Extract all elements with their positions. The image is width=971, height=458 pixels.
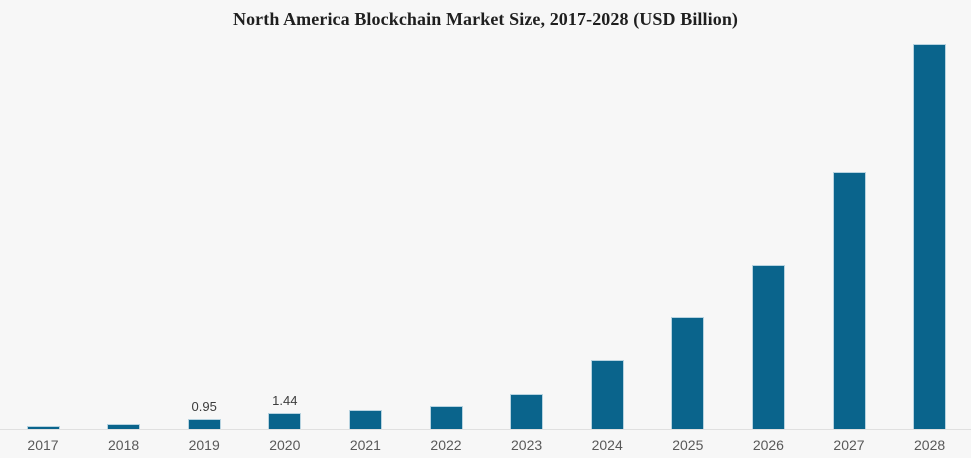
bar-2025 [671, 317, 705, 429]
bar-2017 [26, 426, 60, 429]
bar-2020 [268, 413, 302, 429]
bar-2028 [913, 44, 947, 429]
bar-2021 [348, 410, 382, 429]
x-tick-label: 2025 [672, 437, 704, 453]
bar-value-label: 1.44 [272, 393, 298, 408]
x-tick-label: 2026 [752, 437, 784, 453]
bar-2022 [429, 406, 463, 429]
x-tick-label: 2027 [833, 437, 865, 453]
x-tick-label: 2022 [430, 437, 462, 453]
bar-2024 [590, 360, 624, 429]
x-tick-label: 2017 [27, 437, 59, 453]
bar-2023 [510, 394, 544, 429]
x-tick-label: 2024 [591, 437, 623, 453]
bar-2026 [751, 265, 785, 429]
bar-2027 [832, 172, 866, 429]
x-tick-label: 2028 [914, 437, 946, 453]
chart-title: North America Blockchain Market Size, 20… [232, 9, 739, 29]
x-tick-label: 2018 [108, 437, 140, 453]
x-tick-label: 2021 [349, 437, 381, 453]
bar-2018 [107, 424, 141, 429]
x-tick-label: 2023 [511, 437, 543, 453]
x-tick-label: 2019 [188, 437, 220, 453]
bar-2019 [187, 419, 221, 429]
x-tick-label: 2020 [269, 437, 301, 453]
x-axis-line [0, 429, 971, 430]
bar-value-label: 0.95 [191, 399, 217, 414]
